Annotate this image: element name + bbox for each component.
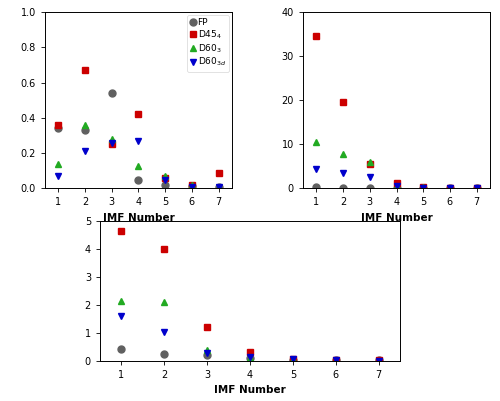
X-axis label: IMF Number: IMF Number	[214, 385, 286, 395]
Legend: FP, D45$_4$, D60$_3$, D60$_{3d}$: FP, D45$_4$, D60$_3$, D60$_{3d}$	[187, 15, 230, 72]
X-axis label: IMF Number: IMF Number	[360, 213, 432, 223]
X-axis label: IMF Number: IMF Number	[102, 213, 174, 223]
